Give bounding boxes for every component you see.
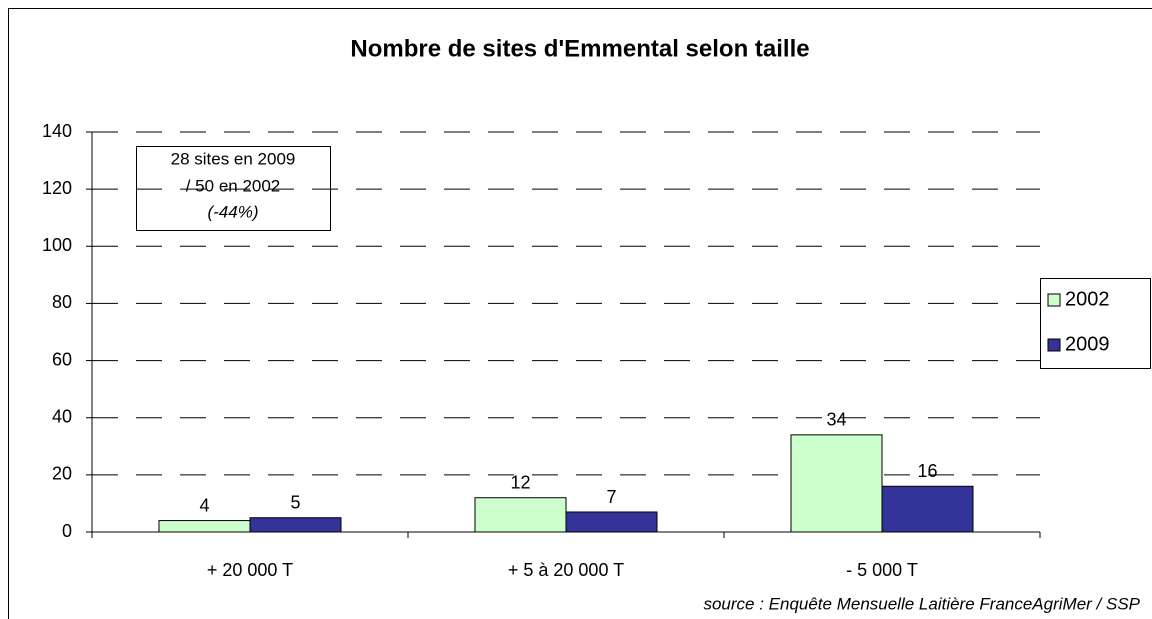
chart-title: Nombre de sites d'Emmental selon taille: [350, 35, 809, 62]
x-tick-label: + 5 à 20 000 T: [508, 560, 624, 580]
y-tick-label: 120: [42, 178, 72, 198]
y-tick-label: 20: [52, 464, 72, 484]
x-tick-label: + 20 000 T: [207, 560, 293, 580]
annotation-box: [136, 146, 331, 231]
legend-label: 2002: [1065, 288, 1110, 310]
y-tick-label: 100: [42, 235, 72, 255]
legend-swatch: [1047, 293, 1061, 307]
data-label: 5: [290, 492, 300, 512]
annotation: (-44%): [207, 202, 258, 221]
source: source : Enquête Mensuelle Laitière Fran…: [703, 594, 1140, 613]
data-label: 16: [917, 461, 937, 481]
annotation: 28 sites en 2009: [171, 149, 296, 168]
bar: [249, 517, 342, 533]
x-tick-label: - 5 000 T: [846, 560, 918, 580]
y-tick-label: 140: [42, 121, 72, 141]
data-label: 34: [826, 410, 846, 430]
bar: [474, 497, 567, 533]
annotation: / 50 en 2002: [186, 176, 281, 195]
bar: [158, 520, 251, 533]
bar: [565, 511, 658, 533]
y-tick-label: 0: [62, 521, 72, 541]
legend-swatch: [1047, 338, 1061, 352]
data-label: 4: [199, 495, 209, 515]
data-label: 7: [606, 487, 616, 507]
y-tick-label: 40: [52, 406, 72, 426]
bar: [790, 434, 883, 533]
legend-label: 2009: [1065, 333, 1110, 355]
legend-box: [1040, 278, 1151, 369]
y-tick-label: 80: [52, 292, 72, 312]
y-tick-label: 60: [52, 349, 72, 369]
data-label: 12: [510, 472, 530, 492]
bar: [881, 485, 974, 533]
